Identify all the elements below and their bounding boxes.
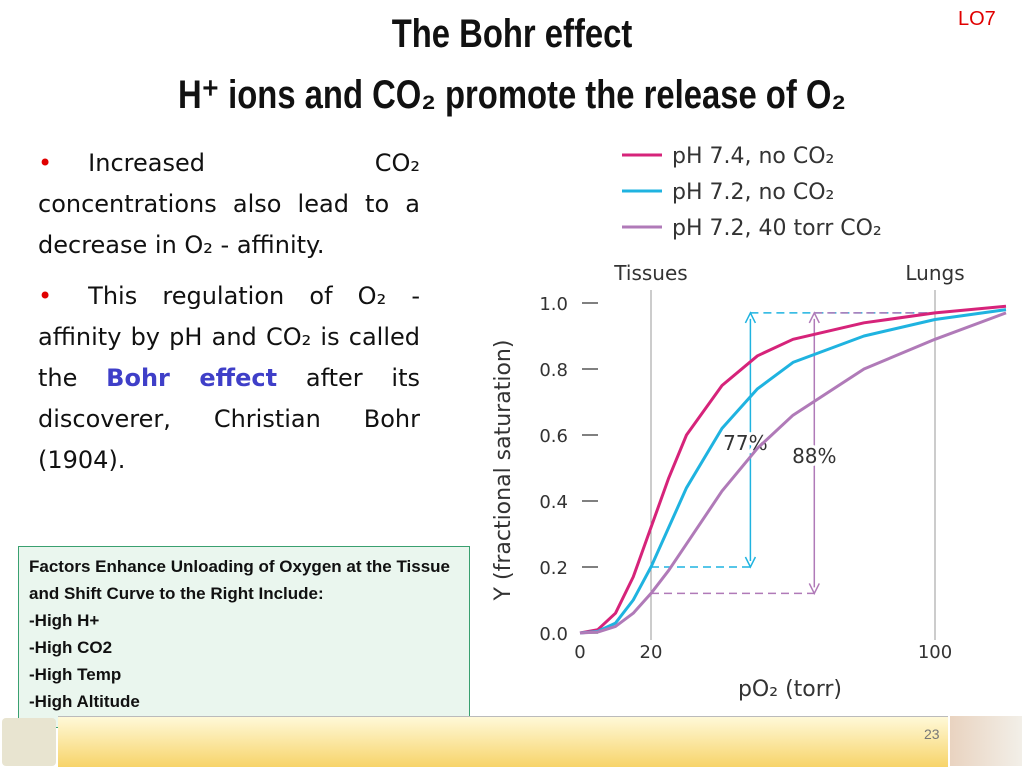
y-tick-label: 0.0 (539, 624, 568, 645)
bullet: • Increased CO₂ concentrations also lead … (38, 149, 420, 259)
chart: Y (fractional saturation) pO₂ (torr) 0.0… (491, 144, 1007, 702)
box-item: -High Temp (29, 665, 122, 684)
series-line (579, 311, 1007, 635)
bullet-text: This regulation of O₂ - affinity by pH a… (38, 282, 420, 392)
bullet-text: Increased CO₂ concentrations also lead t… (38, 149, 420, 259)
page-number: 23 (924, 726, 940, 742)
slide-label: LO7 (958, 8, 996, 30)
box-item: -High H+ (29, 611, 100, 630)
factor-box: Factors Enhance Unloading of Oxygen at t… (18, 546, 470, 728)
x-axis-title: pO₂ (torr) (738, 677, 842, 702)
logo (2, 718, 56, 766)
footer-image (950, 716, 1022, 766)
series-line (579, 308, 1007, 635)
arrow-head (744, 311, 757, 569)
series-line (579, 304, 1007, 635)
title: The Bohr effect (391, 12, 633, 56)
y-tick-label: 0.6 (539, 426, 568, 447)
bullet-emphasis: Bohr effect (106, 364, 278, 392)
annotation-label: 77% (723, 431, 767, 455)
box-item: -High Altitude (29, 692, 140, 711)
arrow-head (808, 311, 820, 596)
annotation-label: 88% (792, 444, 836, 468)
bullet: • This regulation of O₂ - affinity by pH … (38, 282, 420, 474)
x-tick-label: 20 (640, 642, 663, 663)
reference-label: Lungs (905, 261, 964, 285)
legend-label: pH 7.2, 40 torr CO₂ (672, 216, 882, 241)
subtitle: H⁺ ions and CO₂ promote the release of O… (178, 73, 846, 117)
legend-label: pH 7.2, no CO₂ (672, 180, 834, 205)
footer-bar (58, 716, 948, 767)
box-heading: Factors Enhance Unloading of Oxygen at t… (29, 557, 450, 603)
box-item: -High CO2 (29, 638, 113, 657)
y-axis-title: Y (fractional saturation) (491, 340, 516, 602)
x-tick-label: 100 (918, 642, 952, 663)
reference-label: Tissues (613, 261, 687, 285)
y-tick-label: 0.8 (539, 360, 568, 381)
y-tick-label: 0.2 (539, 558, 568, 579)
x-tick-label: 0 (574, 642, 585, 663)
y-tick-label: 0.4 (539, 492, 568, 513)
y-tick-label: 1.0 (539, 294, 568, 315)
bullet-text: after its discoverer, Christian Bohr (19… (38, 364, 420, 474)
legend-label: pH 7.4, no CO₂ (672, 144, 834, 169)
